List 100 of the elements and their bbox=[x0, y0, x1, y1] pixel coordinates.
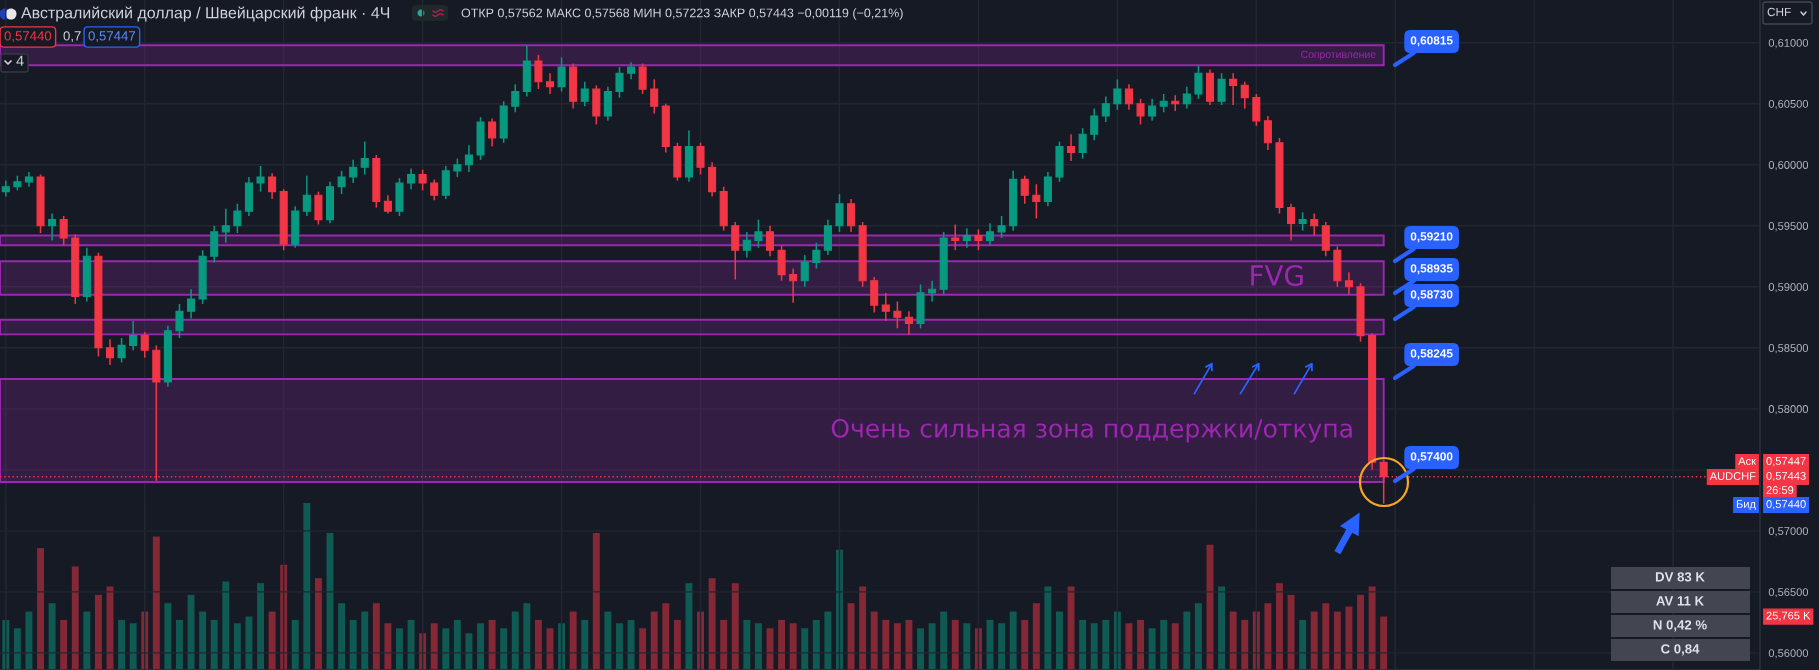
bar bbox=[83, 611, 91, 670]
candlestick bbox=[268, 172, 277, 200]
bar bbox=[1067, 586, 1075, 670]
candlestick bbox=[545, 72, 555, 95]
candlestick bbox=[1194, 65, 1203, 100]
candlestick bbox=[1136, 98, 1145, 126]
bar bbox=[1044, 586, 1052, 670]
bar bbox=[1287, 594, 1295, 670]
candlestick bbox=[765, 225, 775, 258]
bar bbox=[268, 611, 276, 670]
candlestick bbox=[1287, 203, 1296, 242]
candlestick bbox=[187, 288, 196, 320]
annotation: Аск bbox=[1738, 457, 1757, 465]
bar bbox=[48, 603, 56, 670]
candlestick bbox=[1101, 95, 1110, 123]
candlestick bbox=[418, 168, 427, 192]
bar bbox=[25, 611, 33, 670]
candlestick bbox=[1067, 133, 1076, 162]
bar bbox=[1137, 619, 1144, 670]
bar bbox=[905, 619, 913, 670]
bar bbox=[673, 619, 681, 670]
annotation: Бид bbox=[1736, 500, 1756, 511]
candlestick bbox=[696, 142, 705, 176]
candlestick bbox=[233, 203, 242, 234]
bar bbox=[1322, 603, 1330, 670]
bar bbox=[233, 623, 241, 670]
bar bbox=[604, 611, 612, 670]
bar bbox=[60, 619, 68, 670]
bar bbox=[743, 619, 751, 670]
bar bbox=[13, 628, 21, 670]
y-tick-label: 0,56000 bbox=[1768, 649, 1809, 659]
bar bbox=[1021, 619, 1029, 670]
bar bbox=[870, 611, 878, 670]
bar bbox=[1357, 594, 1364, 670]
bar bbox=[1009, 611, 1017, 670]
candlestick bbox=[1229, 72, 1238, 106]
bar bbox=[210, 619, 218, 670]
bar bbox=[164, 603, 172, 670]
candlestick bbox=[302, 174, 311, 217]
y-tick-label: 0,59000 bbox=[1768, 283, 1809, 293]
bar bbox=[662, 603, 670, 670]
candlestick bbox=[893, 300, 902, 330]
candlestick bbox=[789, 267, 798, 304]
ref-line-label: 0,57443 bbox=[1766, 471, 1806, 482]
candlestick bbox=[557, 56, 566, 93]
text: 0,57447 bbox=[1766, 457, 1806, 467]
bar bbox=[824, 611, 832, 670]
bar bbox=[1241, 619, 1249, 670]
bar bbox=[37, 548, 44, 670]
y-tick-label: 0,58000 bbox=[1768, 405, 1809, 415]
annotation: 0,7 bbox=[63, 31, 81, 43]
candlestick bbox=[754, 218, 763, 249]
bar bbox=[1299, 619, 1307, 670]
annotation: N 0,42 % bbox=[1653, 620, 1707, 632]
bar bbox=[453, 619, 461, 670]
candlestick bbox=[140, 331, 149, 359]
candlestick bbox=[430, 178, 439, 201]
candlestick bbox=[904, 310, 913, 336]
text: 25,765 K bbox=[1766, 611, 1811, 621]
candlestick bbox=[812, 242, 821, 270]
text: 0,57440 bbox=[1766, 500, 1806, 510]
bar bbox=[1333, 611, 1341, 670]
bar bbox=[465, 633, 473, 670]
candlestick bbox=[615, 66, 624, 99]
bar bbox=[187, 594, 195, 670]
candlestick bbox=[881, 292, 890, 322]
y-tick-label: 0,60000 bbox=[1768, 161, 1809, 171]
candlestick bbox=[1113, 78, 1122, 111]
y-tick-label: 0,60500 bbox=[1768, 100, 1809, 110]
bar bbox=[812, 619, 820, 670]
bar bbox=[627, 619, 635, 670]
candlestick bbox=[1298, 211, 1307, 232]
bar bbox=[1160, 619, 1168, 670]
bar bbox=[616, 623, 623, 670]
annotation: 0,58730 bbox=[1410, 290, 1453, 301]
bar bbox=[1079, 619, 1087, 670]
candlestick bbox=[488, 117, 497, 148]
bar bbox=[1183, 611, 1191, 670]
text: ОТКР 0,57562 МАКС 0,57568 МИН 0,57223 ЗАКР 0,57443 −0,00119 (−0,21%) bbox=[461, 8, 903, 20]
bar bbox=[430, 623, 438, 670]
bar bbox=[859, 586, 867, 670]
bar bbox=[384, 623, 392, 670]
bar bbox=[511, 611, 519, 670]
bar bbox=[257, 583, 264, 670]
bar bbox=[118, 619, 126, 670]
bar bbox=[1056, 611, 1063, 670]
y-tick-label: 0,59500 bbox=[1768, 222, 1809, 232]
band-label: Очень сильная зона поддержки/откупа bbox=[831, 418, 1352, 443]
bar bbox=[847, 603, 855, 670]
candlestick bbox=[511, 83, 520, 114]
bar bbox=[1148, 628, 1156, 670]
annotation: DV 83 K bbox=[1655, 572, 1705, 582]
bar bbox=[754, 623, 762, 670]
candlestick bbox=[1020, 174, 1029, 205]
candlestick bbox=[1148, 98, 1157, 122]
bar bbox=[789, 623, 797, 670]
candlestick bbox=[580, 81, 589, 107]
bar bbox=[928, 623, 936, 670]
bar bbox=[1194, 603, 1202, 670]
annotation: AUDCHF bbox=[1709, 472, 1756, 480]
